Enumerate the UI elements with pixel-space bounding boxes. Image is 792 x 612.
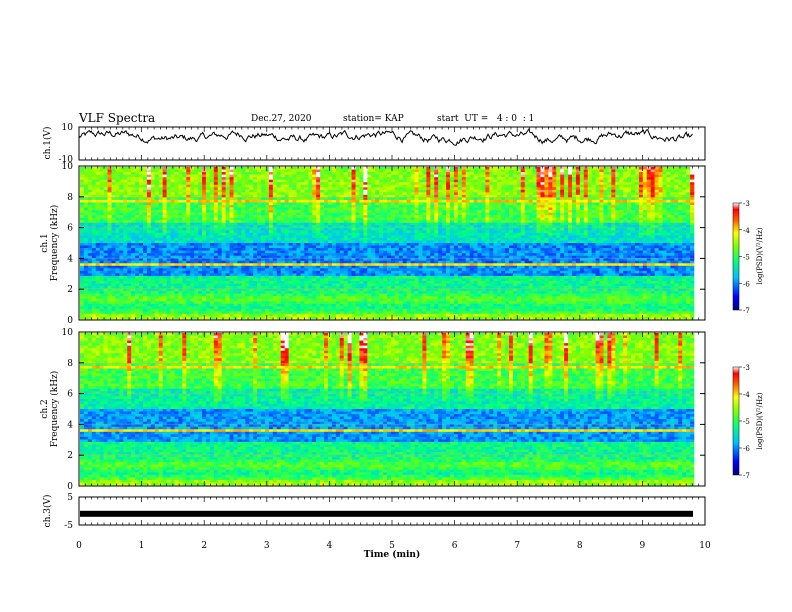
date-label: Dec.27, 2020 bbox=[251, 114, 312, 124]
x-tick-label: 1 bbox=[139, 541, 145, 551]
x-tick-label: 6 bbox=[452, 541, 458, 551]
ch1-ylabel: ch.1(V) bbox=[42, 127, 53, 160]
ch2-spec-ytick: 6 bbox=[67, 390, 73, 400]
ch1-spec-ytick: 6 bbox=[67, 224, 73, 234]
ch1-spec-ytick: 4 bbox=[67, 254, 73, 264]
ch1-colorbar-label: log(PSD)(V²/Hz) bbox=[756, 227, 764, 284]
ch1-colorbar-tick: -5 bbox=[743, 254, 750, 262]
ch1-colorbar bbox=[732, 202, 740, 311]
ch2-spec-ylabel: Frequency (kHz) bbox=[49, 371, 60, 448]
ch1-colorbar-tick: -6 bbox=[743, 280, 750, 288]
ch1-colorbar-tick: -3 bbox=[743, 200, 750, 208]
x-tick-label: 8 bbox=[577, 541, 583, 551]
x-tick-label: 5 bbox=[389, 541, 395, 551]
station-label: station= KAP bbox=[343, 114, 404, 124]
ch2-colorbar-tick: -7 bbox=[743, 472, 750, 480]
x-axis-label: Time (min) bbox=[364, 549, 421, 560]
ch2-colorbar-tick: -3 bbox=[743, 364, 750, 372]
x-tick-label: 3 bbox=[264, 541, 270, 551]
chart-title: VLF Spectra bbox=[79, 111, 156, 125]
ch1-spec-ylabel-top: ch.1 bbox=[40, 233, 50, 252]
ch2-spec-ytick: 8 bbox=[67, 359, 73, 369]
ch2-spec-ylabel-top: ch.2 bbox=[40, 399, 50, 418]
x-tick-label: 0 bbox=[76, 541, 82, 551]
x-tick-label: 2 bbox=[201, 541, 207, 551]
ch3-ytick-top: 5 bbox=[67, 493, 73, 503]
ch2-spec-ytick: 0 bbox=[67, 482, 73, 492]
ch2-spec-ytick: 10 bbox=[62, 328, 74, 338]
ch2-colorbar-tick: -6 bbox=[743, 445, 750, 453]
ch1-spectrogram bbox=[80, 167, 695, 320]
ch1-spec-ylabel: Frequency (kHz) bbox=[49, 205, 60, 282]
ch1-spec-ytick: 10 bbox=[62, 162, 74, 172]
ch2-colorbar bbox=[732, 366, 740, 476]
ch2-spectrogram bbox=[80, 333, 695, 486]
ch3-trace bbox=[80, 510, 693, 517]
ch2-colorbar-tick: -4 bbox=[743, 391, 750, 399]
x-tick-label: 4 bbox=[327, 541, 333, 551]
ch1-ytick-bottom: -10 bbox=[59, 155, 74, 165]
x-tick-label: 9 bbox=[640, 541, 646, 551]
ch3-ylabel: ch.3(V) bbox=[42, 495, 53, 528]
ch1-colorbar-tick: -7 bbox=[743, 307, 750, 315]
ch1-ytick-top: 10 bbox=[62, 123, 74, 133]
ch2-spec-ytick: 2 bbox=[67, 451, 73, 461]
ch2-colorbar-label: log(PSD)(V²/Hz) bbox=[756, 392, 764, 449]
ch1-spec-ytick: 0 bbox=[67, 316, 73, 326]
ch3-ytick-bottom: -5 bbox=[64, 521, 73, 531]
ch2-spec-ytick: 4 bbox=[67, 420, 73, 430]
x-tick-label: 10 bbox=[699, 541, 711, 551]
ch1-colorbar-tick: -4 bbox=[743, 227, 750, 235]
ch1-spec-ytick: 2 bbox=[67, 285, 73, 295]
start-ut-label: start UT = 4 : 0 : 1 bbox=[437, 114, 535, 124]
ch1-spec-ytick: 8 bbox=[67, 193, 73, 203]
x-tick-label: 7 bbox=[514, 541, 520, 551]
ch2-colorbar-tick: -5 bbox=[743, 418, 750, 426]
ch1-trace bbox=[78, 127, 693, 146]
